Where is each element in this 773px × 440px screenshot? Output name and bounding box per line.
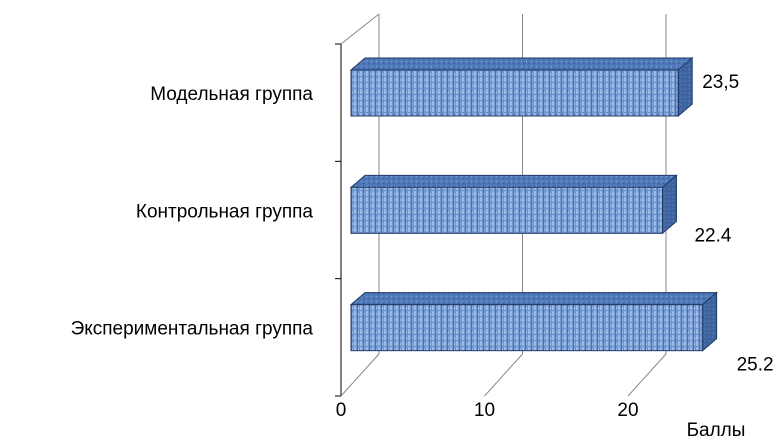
bar-top-face — [349, 57, 694, 71]
category-label: Контрольная группа — [136, 201, 314, 222]
floor-gridline — [484, 353, 523, 397]
bars — [349, 56, 718, 352]
category-label: Модельная группа — [150, 84, 313, 105]
bar-front-face — [350, 304, 704, 352]
bar-front-face — [350, 69, 679, 117]
floor-gridline — [627, 353, 667, 397]
labels: 0 10 20 Баллы Модельная группа 23,5 Контрольна… — [71, 72, 773, 440]
floor-gridline — [340, 353, 380, 397]
x-tick-label: 20 — [617, 400, 638, 421]
x-tick-label: 0 — [336, 400, 347, 421]
wall-diagonal-top — [340, 13, 380, 45]
bar-top-face — [349, 174, 678, 188]
bar-front-face — [350, 186, 663, 234]
bar — [349, 174, 678, 235]
chart-frame — [335, 13, 380, 397]
value-label: 25.2 — [737, 355, 773, 376]
x-axis-title: Баллы — [687, 420, 746, 440]
category-label: Экспериментальная группа — [71, 319, 314, 340]
value-label: 22.4 — [694, 225, 731, 246]
bar — [349, 56, 694, 118]
value-label: 23,5 — [702, 72, 739, 93]
bar — [349, 291, 718, 352]
bar-top-face — [349, 292, 718, 306]
x-tick-label: 10 — [474, 400, 495, 421]
